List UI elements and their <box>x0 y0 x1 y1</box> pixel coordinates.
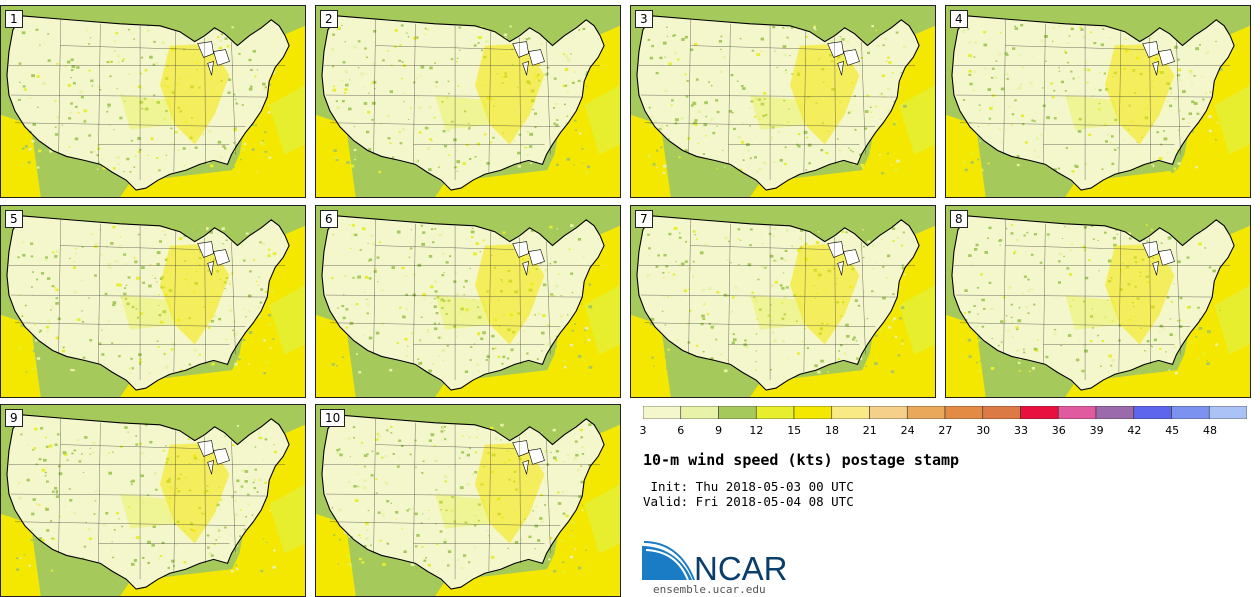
valid-time: Valid: Fri 2018-05-04 08 UTC <box>643 494 854 509</box>
ncar-logo-text: NCAR <box>694 550 788 582</box>
colorbar-tick-label: 15 <box>787 424 802 437</box>
colorbar-tick-label: 6 <box>677 424 685 437</box>
colorbar-tick-label: 18 <box>825 424 839 437</box>
colorbar-swatch <box>1171 406 1210 419</box>
panel-number: 2 <box>320 10 338 28</box>
stamp-panel: 3 <box>630 5 936 198</box>
colorbar-tick-label: 39 <box>1089 424 1104 437</box>
stamp-panel: 7 <box>630 205 936 398</box>
site-url: ensemble.ucar.edu <box>653 583 766 596</box>
stamp-panel: 8 <box>945 205 1251 398</box>
wind-speed-map <box>316 206 620 397</box>
panel-number: 5 <box>5 210 23 228</box>
colorbar <box>643 406 1247 419</box>
colorbar-tick-label: 12 <box>749 424 764 437</box>
colorbar-swatch <box>643 406 682 419</box>
plot-title: 10-m wind speed (kts) postage stamp <box>643 451 960 469</box>
colorbar-tick-label: 9 <box>715 424 723 437</box>
colorbar-swatch <box>1020 406 1059 419</box>
colorbar-swatch <box>831 406 870 419</box>
colorbar-tick-label: 21 <box>862 424 877 437</box>
stamp-panel: 4 <box>945 5 1251 198</box>
panel-number: 10 <box>320 409 346 427</box>
colorbar-swatch <box>718 406 757 419</box>
colorbar-swatch <box>1057 406 1097 419</box>
colorbar-swatch <box>982 406 1021 419</box>
colorbar-tick-label: 30 <box>976 424 991 437</box>
ncar-logo-wave <box>642 546 692 580</box>
panel-number: 3 <box>635 10 653 28</box>
panel-number: 1 <box>5 10 23 28</box>
colorbar-tick-label: 45 <box>1165 424 1180 437</box>
wind-speed-map <box>1 206 305 397</box>
colorbar-ticks: 3 6 9 12 15 18 21 24 27 30 33 36 39 42 45 48 <box>639 424 1253 440</box>
colorbar-tick-label: 42 <box>1127 424 1142 437</box>
wind-speed-map <box>631 206 935 397</box>
colorbar-tick-label: 36 <box>1051 424 1066 437</box>
colorbar-swatch <box>1095 406 1135 419</box>
stamp-panel: 2 <box>315 5 621 198</box>
colorbar-swatch <box>755 406 795 419</box>
wind-speed-map <box>946 206 1250 397</box>
ncar-logo: NCAR <box>642 541 788 582</box>
stamp-panel: 1 <box>0 5 306 198</box>
colorbar-swatch <box>1208 406 1247 419</box>
panel-number: 9 <box>5 409 23 427</box>
colorbar-swatch <box>680 406 719 419</box>
wind-speed-map <box>631 6 935 197</box>
wind-speed-map <box>946 6 1250 197</box>
stamp-panel: 9 <box>0 404 306 597</box>
wind-speed-map <box>1 405 305 596</box>
wind-speed-map <box>316 6 620 197</box>
colorbar-tick-label: 3 <box>639 424 647 437</box>
stamp-panel: 6 <box>315 205 621 398</box>
colorbar-tick-label: 48 <box>1203 424 1217 437</box>
panel-number: 7 <box>635 210 653 228</box>
colorbar-swatch <box>944 406 984 419</box>
colorbar-tick-label: 33 <box>1014 424 1028 437</box>
colorbar-swatch <box>906 406 946 419</box>
wind-speed-map <box>1 6 305 197</box>
init-time: Init: Thu 2018-05-03 00 UTC <box>643 479 854 494</box>
colorbar-swatch <box>793 406 833 419</box>
colorbar-swatch <box>1133 406 1172 419</box>
stamp-panel: 5 <box>0 205 306 398</box>
panel-number: 4 <box>950 10 968 28</box>
panel-number: 8 <box>950 210 968 228</box>
wind-speed-map <box>316 405 620 596</box>
colorbar-tick-label: 24 <box>900 424 915 437</box>
colorbar-tick-label: 27 <box>938 424 953 437</box>
panel-number: 6 <box>320 210 338 228</box>
colorbar-swatch <box>869 406 908 419</box>
stamp-panel: 10 <box>315 404 621 597</box>
